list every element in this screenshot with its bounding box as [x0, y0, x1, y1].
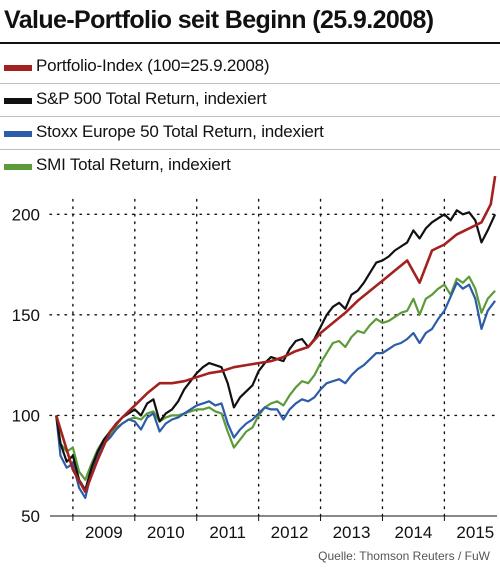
- legend-label-sp500: S&P 500 Total Return, indexiert: [36, 89, 267, 108]
- x-tick-label: 2013: [333, 523, 371, 542]
- legend-item-stoxx: Stoxx Europe 50 Total Return, indexiert: [0, 118, 500, 148]
- legend-item-portfolio: Portfolio-Index (100=25.9.2008): [0, 52, 500, 82]
- legend-divider: [0, 149, 500, 150]
- legend-label-smi: SMI Total Return, indexiert: [36, 155, 231, 174]
- series-line-portfolio: [54, 175, 497, 494]
- x-tick-label: 2014: [395, 523, 433, 542]
- legend-divider: [0, 116, 500, 117]
- title-divider: [0, 42, 500, 44]
- source-note: Quelle: Thomson Reuters / FuW: [318, 549, 490, 563]
- x-tick-label: 2009: [85, 523, 123, 542]
- x-tick-label: 2010: [147, 523, 185, 542]
- legend-swatch-smi: [4, 164, 32, 170]
- chart-title: Value-Portfolio seit Beginn (25.9.2008): [4, 6, 434, 34]
- legend-swatch-stoxx: [4, 131, 32, 137]
- series-line-sp500: [55, 209, 497, 491]
- legend-label-stoxx: Stoxx Europe 50 Total Return, indexiert: [36, 122, 324, 141]
- chart-grid: [49, 195, 498, 517]
- line-chart: 50 100 150 200 2009 2010 2011 2012 2013 2014 2015: [12, 175, 498, 542]
- chart-series: [54, 175, 497, 499]
- x-tick-label: 2015: [456, 523, 494, 542]
- y-tick-label: 50: [21, 507, 40, 526]
- y-tick-label: 200: [12, 205, 40, 224]
- series-line-stoxx: [55, 281, 496, 499]
- series-line-smi: [55, 275, 496, 481]
- legend-item-sp500: S&P 500 Total Return, indexiert: [0, 85, 500, 115]
- x-tick-label: 2012: [271, 523, 309, 542]
- legend-item-smi: SMI Total Return, indexiert: [0, 151, 500, 181]
- legend-label-portfolio: Portfolio-Index (100=25.9.2008): [36, 56, 270, 75]
- legend-swatch-sp500: [4, 98, 32, 104]
- legend-swatch-portfolio: [4, 65, 32, 71]
- axis-ticks: 50 100 150 200 2009 2010 2011 2012 2013 2014 2015: [12, 205, 495, 542]
- y-tick-label: 100: [12, 406, 40, 425]
- y-tick-label: 150: [12, 306, 40, 325]
- x-tick-label: 2011: [209, 523, 246, 542]
- legend-divider: [0, 83, 500, 84]
